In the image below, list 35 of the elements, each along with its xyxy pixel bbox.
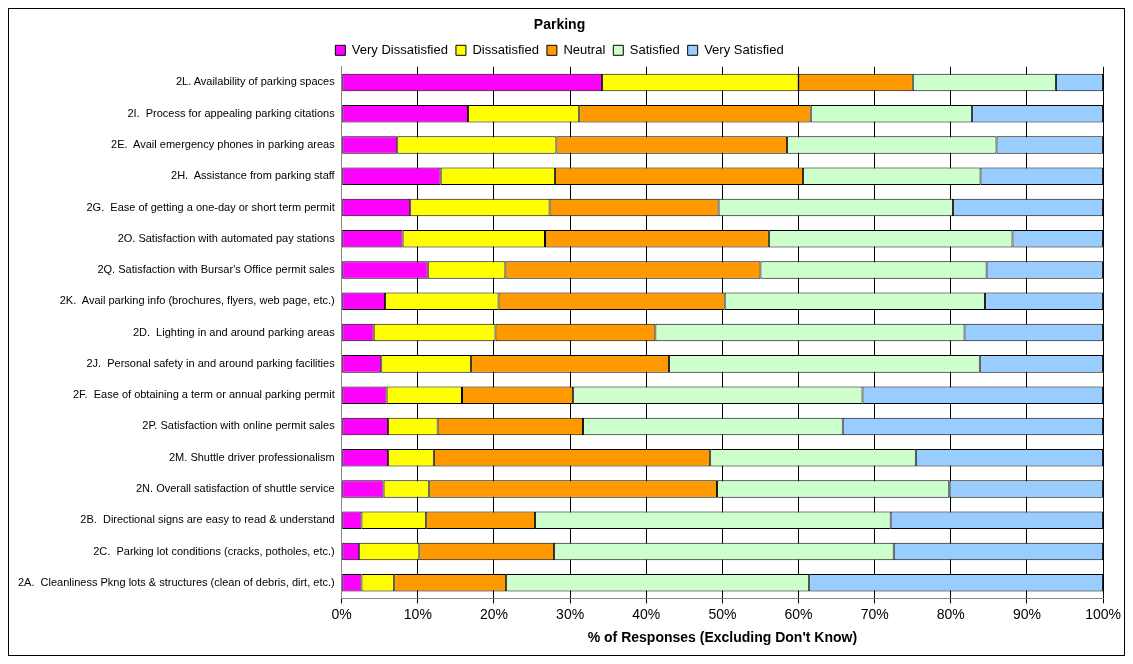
y-tick-label: 2F. Ease of obtaining a term or annual parking permit [72,388,335,401]
y-tick-label: 2O. Satisfaction with automated pay stations [117,231,336,244]
y-tick-label: 2B. Directional signs are easy to read & understand [80,513,335,526]
x-tick-label: 40% [632,605,661,622]
y-tick-label: 2I. Process for appealing parking citations [127,106,336,119]
chart-title: Parking [533,16,586,33]
x-tick-label: 90% [1012,605,1041,622]
legend-label: Satisfied [629,41,680,57]
y-tick-label: 2N. Overall satisfaction of shuttle service [135,481,335,494]
x-tick-label: 100% [1085,605,1121,622]
legend-label: Very Satisfied [704,41,784,57]
y-tick-label: 2D. Lighting in and around parking areas [132,325,336,338]
y-tick-label: 2A. Cleanliness Pkng lots & structures (clean of debris, dirt, etc.) [17,575,335,588]
legend-label: Very Dissatisfied [351,41,448,57]
x-tick-label: 70% [860,605,889,622]
y-tick-label: 2C. Parking lot conditions (cracks, potholes, etc.) [93,544,335,557]
x-tick-label: 60% [784,605,813,622]
y-tick-label: 2P. Satisfaction with online permit sales [142,419,336,432]
y-tick-label: 2M. Shuttle driver professionalism [169,450,335,463]
x-tick-label: 80% [936,605,965,622]
x-tick-label: 20% [479,605,508,622]
y-tick-label: 2H. Assistance from parking staff [171,169,336,182]
y-tick-label: 2K. Avail parking info (brochures, flyers, web page, etc.) [59,294,335,307]
y-tick-label: 2E. Avail emergency phones in parking areas [111,138,336,151]
x-tick-label: 10% [403,605,432,622]
legend-label: Neutral [563,41,606,57]
y-tick-label: 2L. Availability of parking spaces [175,75,336,88]
y-tick-label: 2J. Personal safety in and around parking facilities [86,356,336,369]
x-tick-label: 30% [556,605,585,622]
y-tick-label: 2G. Ease of getting a one-day or short term permit [86,200,335,213]
y-tick-label: 2Q. Satisfaction with Bursar's Office permit sales [97,263,336,276]
x-tick-label: 0% [331,605,352,622]
x-axis-title: % of Responses (Excluding Don't Know) [587,629,858,646]
legend-label: Dissatisfied [472,41,539,57]
x-tick-label: 50% [708,605,737,622]
